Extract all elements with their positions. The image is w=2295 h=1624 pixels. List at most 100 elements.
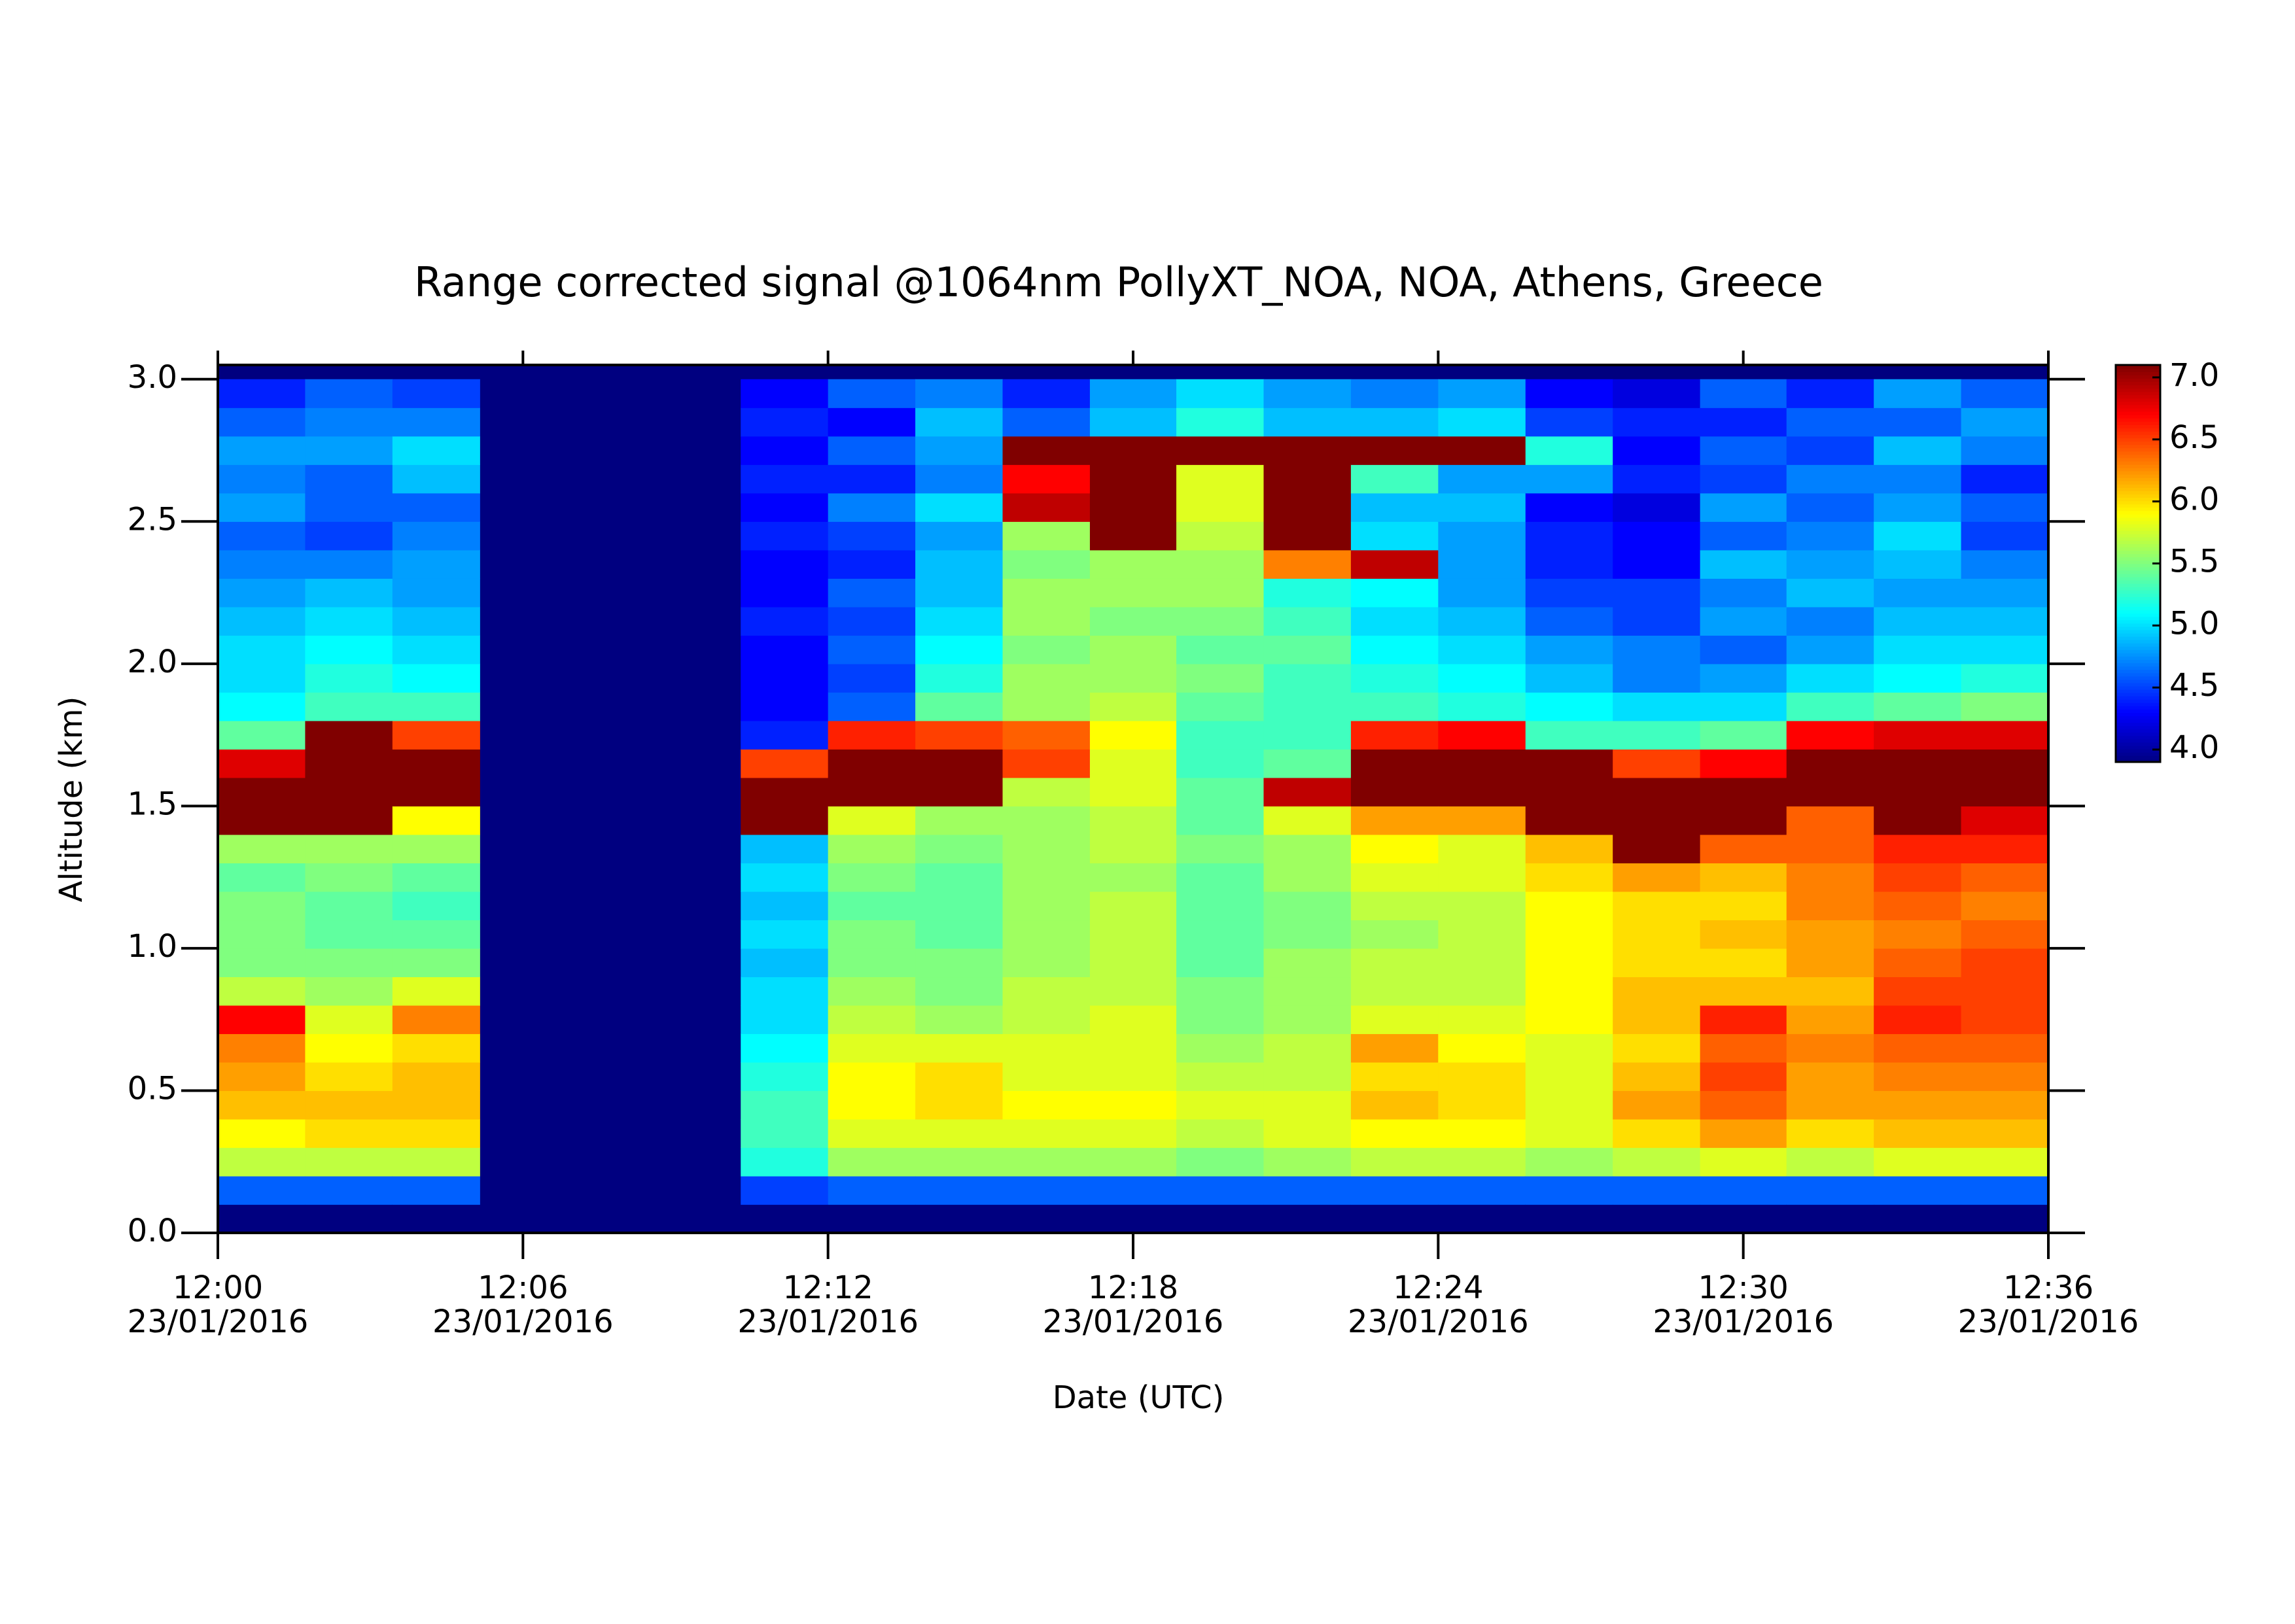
heatmap-cell — [828, 407, 916, 437]
heatmap-cell — [1700, 891, 1787, 921]
heatmap-cell — [1350, 464, 1439, 494]
heatmap-cell — [1263, 891, 1352, 921]
heatmap-cell — [915, 1062, 1004, 1092]
heatmap-cell — [1874, 834, 1962, 863]
heatmap-cell — [1438, 1005, 1526, 1035]
colorbar-segment — [2116, 722, 2160, 727]
y-tick-label: 0.5 — [128, 1070, 177, 1107]
heatmap-cell — [741, 379, 829, 408]
heatmap-cell — [1525, 1005, 1613, 1035]
heatmap-cell — [1786, 464, 1874, 494]
heatmap-cell — [1002, 407, 1091, 437]
colorbar-segment — [2116, 729, 2160, 733]
heatmap-cell — [1176, 635, 1265, 665]
colorbar-segment — [2116, 550, 2160, 555]
colorbar-tick-label: 4.5 — [2169, 667, 2219, 704]
heatmap-cell — [1961, 1175, 2049, 1205]
heatmap-cell — [305, 1090, 393, 1120]
heatmap-cell — [828, 1118, 916, 1149]
heatmap-cell — [1786, 948, 1874, 978]
heatmap-cell — [1874, 1062, 1962, 1092]
heatmap-cell — [305, 806, 393, 835]
heatmap-cell — [1350, 407, 1439, 437]
heatmap-cell — [218, 407, 306, 437]
heatmap-cell — [392, 806, 480, 835]
heatmap-cell — [305, 1204, 393, 1234]
heatmap-cell — [915, 920, 1004, 949]
colorbar-segment — [2116, 537, 2160, 541]
heatmap-cell — [1961, 635, 2049, 665]
heatmap-cell — [915, 1118, 1004, 1149]
heatmap-cell — [915, 863, 1004, 892]
heatmap-cell — [828, 521, 916, 551]
heatmap-cell — [1089, 1090, 1177, 1120]
heatmap-cell — [1613, 436, 1701, 465]
heatmap-cell — [1874, 663, 1962, 693]
x-tick-label: 12:24 — [1393, 1270, 1483, 1306]
heatmap-cell — [1786, 1118, 1874, 1149]
heatmap-cell — [1002, 549, 1091, 579]
heatmap-cell — [915, 436, 1004, 465]
heatmap-cell — [1874, 976, 1962, 1006]
heatmap-cell — [218, 749, 306, 778]
heatmap-cell — [1700, 806, 1787, 835]
heatmap-cell — [305, 436, 393, 465]
heatmap-cell — [741, 606, 829, 636]
heatmap-cell — [1089, 1005, 1177, 1035]
heatmap-cell — [392, 1033, 480, 1063]
heatmap-cell — [1961, 1033, 2049, 1063]
heatmap-cell — [392, 1147, 480, 1177]
heatmap-cell — [218, 692, 306, 721]
heatmap-cell — [1874, 464, 1962, 494]
heatmap-cell — [1613, 379, 1701, 408]
heatmap-cell — [1002, 806, 1091, 835]
colorbar-segment — [2116, 589, 2160, 594]
heatmap-cell — [218, 720, 306, 750]
heatmap-cell — [1525, 663, 1613, 693]
heatmap-cell — [1176, 1033, 1265, 1063]
heatmap-cell — [1874, 920, 1962, 949]
heatmap-cell — [305, 834, 393, 863]
heatmap-cell — [1700, 635, 1787, 665]
heatmap-cell — [741, 436, 829, 465]
heatmap-cell — [1525, 863, 1613, 892]
colorbar-segment — [2116, 706, 2160, 710]
colorbar-segment — [2116, 616, 2160, 621]
colorbar-segment — [2116, 725, 2160, 730]
heatmap-cell — [741, 492, 829, 522]
heatmap-cell — [828, 578, 916, 608]
heatmap-cell — [1438, 692, 1526, 721]
heatmap-cell — [218, 635, 306, 665]
heatmap-cell — [1350, 1118, 1439, 1149]
heatmap-cell — [1350, 692, 1439, 721]
heatmap-cell — [1438, 1175, 1526, 1205]
heatmap-cell — [305, 1062, 393, 1092]
heatmap-cell — [1525, 464, 1613, 494]
heatmap-cell — [1786, 606, 1874, 636]
colorbar-segment — [2116, 610, 2160, 614]
heatmap-cell — [1786, 891, 1874, 921]
heatmap-cell — [1350, 834, 1439, 863]
heatmap-cell — [1438, 379, 1526, 408]
heatmap-cell — [1089, 920, 1177, 949]
heatmap-cell — [392, 549, 480, 579]
heatmap-cell — [741, 1175, 829, 1205]
colorbar-segment — [2116, 626, 2160, 631]
colorbar-segment — [2116, 692, 2160, 697]
heatmap-cell — [1176, 606, 1265, 636]
colorbar-segment — [2116, 742, 2160, 746]
heatmap-cell — [828, 1062, 916, 1092]
heatmap-cell — [1786, 976, 1874, 1006]
heatmap-cell — [305, 1175, 393, 1205]
heatmap-cell — [1874, 863, 1962, 892]
colorbar-segment — [2116, 385, 2160, 389]
heatmap-cell — [1613, 891, 1701, 921]
heatmap-cell — [1350, 379, 1439, 408]
heatmap-cell — [1263, 606, 1352, 636]
heatmap-cell — [218, 1147, 306, 1177]
heatmap-cell — [1438, 948, 1526, 978]
heatmap-cell — [218, 1005, 306, 1035]
heatmap-cell — [392, 1005, 480, 1035]
heatmap-cell — [1786, 1005, 1874, 1035]
